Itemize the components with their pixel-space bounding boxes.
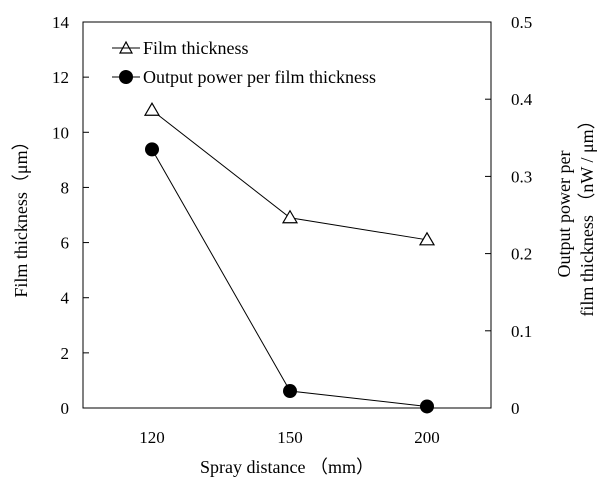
right-axis-ticks: 0 0.1 0.2 0.3 0.4 0.5	[485, 13, 533, 418]
left-axis-tick-label: 10	[52, 123, 69, 142]
left-axis-tick-label: 12	[52, 68, 69, 87]
x-axis-title: Spray distance （mm）	[200, 457, 374, 477]
right-axis-title-line-1: Output power per	[554, 151, 574, 278]
right-axis-tick-label: 0.3	[511, 167, 532, 186]
x-axis-tick-label: 200	[414, 428, 440, 447]
left-axis-tick-label: 14	[52, 13, 70, 32]
data-point-triangle	[281, 209, 299, 224]
series-line-output-power	[151, 149, 428, 407]
left-axis-title: Film thickness（μm）	[11, 132, 31, 297]
right-axis-tick-label: 0.1	[511, 322, 532, 341]
legend-label-output-power: Output power per film thickness	[143, 67, 376, 87]
left-axis-tick-label: 4	[61, 289, 70, 308]
right-axis-title-line-2: film thickness （nW / μm）	[577, 111, 597, 316]
x-axis-tick-label: 150	[277, 428, 303, 447]
left-axis-tick-label: 2	[61, 344, 70, 363]
data-point-circle	[420, 399, 434, 414]
right-axis-tick-label: 0.5	[511, 13, 532, 32]
left-axis-tick-label: 0	[61, 399, 70, 418]
right-axis-tick-label: 0	[511, 399, 520, 418]
data-point-circle	[145, 142, 159, 157]
left-axis-tick-label: 8	[61, 178, 70, 197]
series-layer	[143, 102, 436, 414]
x-axis-ticks: 120 150 200	[139, 428, 440, 447]
left-axis-tick-label: 6	[61, 234, 70, 253]
data-point-circle	[283, 384, 297, 399]
data-point-triangle	[143, 102, 161, 116]
right-axis-tick-label: 0.4	[511, 90, 533, 109]
legend-circle-marker	[119, 70, 133, 84]
plot-area-frame	[82, 21, 492, 409]
x-axis-tick-label: 120	[139, 428, 165, 447]
data-point-triangle	[418, 231, 436, 246]
legend-label-film-thickness: Film thickness	[143, 38, 249, 58]
legend: Film thickness Output power per film thi…	[112, 38, 376, 87]
left-axis-ticks: 0 2 4 6 8 10 12 14	[52, 13, 89, 418]
right-axis-tick-label: 0.2	[511, 245, 532, 264]
